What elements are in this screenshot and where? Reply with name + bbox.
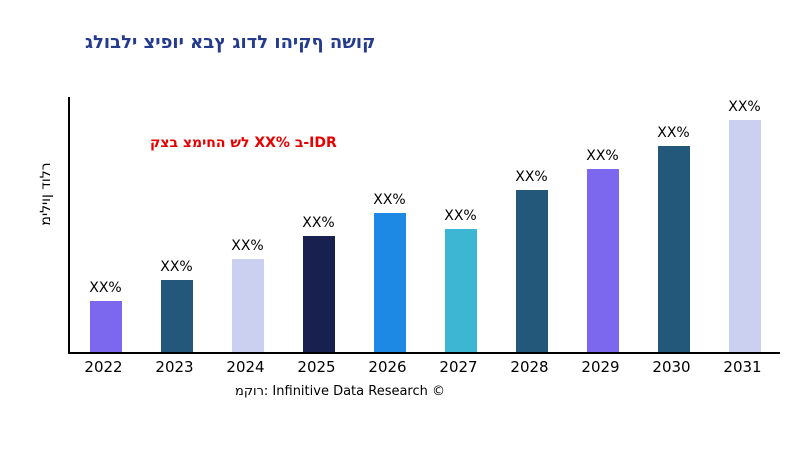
bar-column: XX% xyxy=(425,208,496,352)
x-axis-labels: 2022 2023 2024 2025 2026 2027 2028 2029 2030 2031 xyxy=(68,358,778,376)
x-tick-label: 2031 xyxy=(723,358,762,376)
bar-column: XX% xyxy=(70,280,141,352)
x-tick-label: 2028 xyxy=(510,358,549,376)
bar-value-label: XX% xyxy=(444,208,477,224)
bar-value-label: XX% xyxy=(231,238,264,254)
bar-column: XX% xyxy=(354,192,425,352)
x-tick-label: 2024 xyxy=(226,358,265,376)
y-axis-label: מיליון דולר xyxy=(38,162,54,226)
bar xyxy=(728,120,761,352)
x-tick-label: 2030 xyxy=(652,358,691,376)
bar-column: XX% xyxy=(141,259,212,352)
bar-value-label: XX% xyxy=(160,259,193,275)
growth-rate-annotation: קצב צמיחה של XX% ב-IDR xyxy=(150,135,337,151)
bar xyxy=(89,301,122,352)
bar-column: XX% xyxy=(709,99,780,352)
x-tick-label: 2029 xyxy=(581,358,620,376)
x-tick-label: 2025 xyxy=(297,358,336,376)
bar-value-label: XX% xyxy=(89,280,122,296)
bar-value-label: XX% xyxy=(586,148,619,164)
bar-value-label: XX% xyxy=(657,125,690,141)
bars-area: XX% XX% XX% XX% XX% XX% XX% XX% XX% XX% xyxy=(70,97,780,352)
bar xyxy=(657,146,690,352)
bar xyxy=(160,280,193,352)
bar-column: XX% xyxy=(496,169,567,352)
bar xyxy=(373,213,406,352)
x-tick-label: 2027 xyxy=(439,358,478,376)
bar-column: XX% xyxy=(567,148,638,352)
bar-column: XX% xyxy=(212,238,283,352)
source-caption: מקור: Infinitive Data Research © xyxy=(234,384,446,399)
bar-value-label: XX% xyxy=(302,215,335,231)
bar-value-label: XX% xyxy=(373,192,406,208)
bar xyxy=(231,259,264,352)
bar-column: XX% xyxy=(638,125,709,352)
bar-value-label: XX% xyxy=(728,99,761,115)
plot-area: קצב צמיחה של XX% ב-IDR XX% XX% XX% XX% XX% XX… xyxy=(68,97,780,354)
bar xyxy=(302,236,335,352)
x-tick-label: 2022 xyxy=(84,358,123,376)
bar xyxy=(515,190,548,352)
bar-column: XX% xyxy=(283,215,354,352)
x-tick-label: 2026 xyxy=(368,358,407,376)
bar-value-label: XX% xyxy=(515,169,548,185)
bar xyxy=(586,169,619,352)
x-tick-label: 2023 xyxy=(155,358,194,376)
bar xyxy=(444,229,477,352)
chart-title: גלובלי ציפוי אבץ גודל והיקף השוק xyxy=(85,32,376,53)
